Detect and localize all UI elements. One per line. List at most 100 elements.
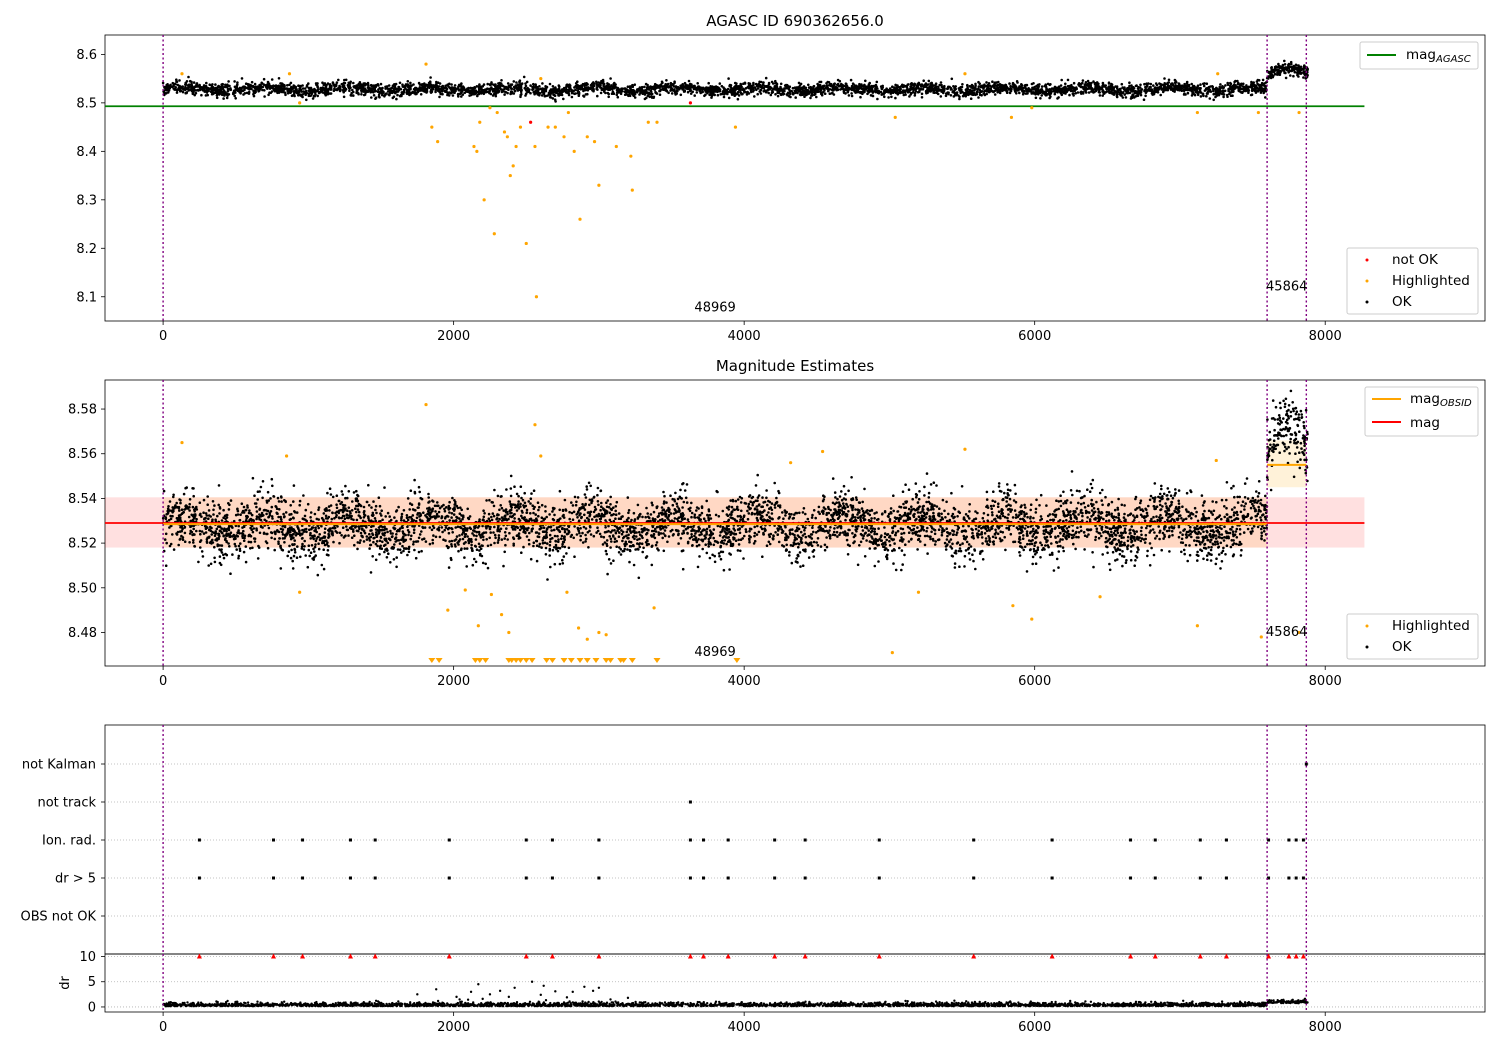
flag-point [1129,876,1133,880]
highlighted-point [534,295,539,299]
magnitude-ok-points [161,389,1309,581]
clipped-marker [628,658,636,663]
highlighted-point [562,135,566,139]
dr-outlier-point [542,984,545,987]
clipped-marker [543,658,551,663]
flag-point [1050,876,1054,880]
highlighted-point [284,454,289,458]
highlighted-point [652,606,656,610]
highlighted-point [533,144,537,149]
highlighted-point [604,633,608,637]
clipped-marker [428,658,436,663]
flag-point [524,838,528,842]
dr-points [162,997,1309,1008]
dr-outlier-point [455,995,458,999]
magnitude-ytick-label: 8.54 [68,492,97,507]
flag-point [726,838,730,842]
dr-clipped-marker [1197,953,1203,959]
highlighted-point [482,198,486,202]
dr-clipped-marker [1128,953,1134,959]
highlighted-point [524,241,528,246]
highlighted-point [1297,110,1301,115]
dr-outlier-point [591,989,595,993]
highlighted-point [298,101,302,105]
highlighted-point [1011,604,1015,608]
dr-xtick-label: 8000 [1309,1020,1342,1035]
flag-point [1287,876,1291,880]
clipped-marker [522,658,530,663]
dr-outlier-point [609,998,612,1001]
highlighted-point [546,125,550,129]
magnitude-ytick-label: 8.52 [68,537,97,552]
flag-point [877,876,881,880]
agasc-panel: AGASC ID 690362656.0 48969 45864 0 2000 4000… [76,12,1486,344]
highlighted-point [597,630,601,635]
highlighted-point [963,447,967,451]
flag-point [1287,838,1291,842]
highlighted-point [518,125,523,129]
dr-outlier-point [477,983,480,986]
dr-clipped-marker [1293,953,1299,959]
highlighted-point [553,125,557,129]
highlighted-point [511,164,515,168]
magnitude-xtick-label: 2000 [437,674,470,689]
flag-point [1153,876,1157,880]
agasc-xtick-label: 0 [159,329,167,344]
legend-highlighted-label-2: Highlighted [1392,618,1470,634]
flag-label: Ion. rad. [42,834,96,849]
flag-point [803,876,807,880]
highlighted-point [514,144,518,149]
highlighted-point [578,217,582,221]
flag-point [803,838,807,842]
dr-clipped-marker [687,953,693,959]
dr-clipped-marker [802,953,808,959]
clipped-marker [528,658,536,663]
clipped-marker [653,658,661,663]
highlighted-point [472,144,476,149]
highlighted-point [180,440,184,445]
flag-point [773,876,777,880]
dr-clipped-marker [523,953,529,959]
highlighted-point [576,626,581,630]
dr-clipped-marker [1049,953,1055,959]
legend-not-ok-label: not OK [1392,252,1439,268]
highlighted-point [1030,106,1034,110]
flag-point [1224,876,1228,880]
highlighted-point [733,125,738,129]
highlighted-point [890,650,894,655]
magnitude-xtick-label: 0 [159,674,167,689]
clipped-marker [583,658,591,663]
clipped-marker [548,658,556,663]
agasc-ytick-label: 8.2 [76,242,97,257]
dr-clipped-marker [1300,953,1306,959]
dr-clipped-marker [300,953,306,959]
agasc-axes-frame [104,34,1486,322]
flag-point [550,838,554,842]
legend-ok-label: OK [1392,294,1413,310]
highlighted-point [508,173,512,178]
magnitude-ytick-label: 8.50 [68,581,97,596]
agasc-legend-lines: magAGASC [1359,41,1479,70]
highlighted-point [505,135,509,139]
dr-xtick-label: 6000 [1018,1020,1051,1035]
clipped-marker [516,658,524,663]
dr-clipped-marker [446,953,452,959]
dr-clipped-marker [271,953,277,959]
dr-outlier-point [571,990,574,994]
clipped-marker [435,658,443,663]
dr-clipped-marker [876,953,882,959]
dr-clipped-marker [1152,953,1158,959]
flag-point [688,838,692,842]
flag-point [1294,838,1298,842]
dr-clipped-marker [596,953,602,959]
flag-point [1050,838,1054,842]
highlighted-point [539,454,543,458]
clipped-marker [476,658,484,663]
magnitude-legend-points: Highlighted OK [1346,613,1479,660]
dr-clipped-marker [196,953,202,959]
dr-xtick-label: 4000 [728,1020,761,1035]
flag-point [773,838,777,842]
highlighted-point [446,608,450,612]
highlighted-point [1214,458,1218,463]
